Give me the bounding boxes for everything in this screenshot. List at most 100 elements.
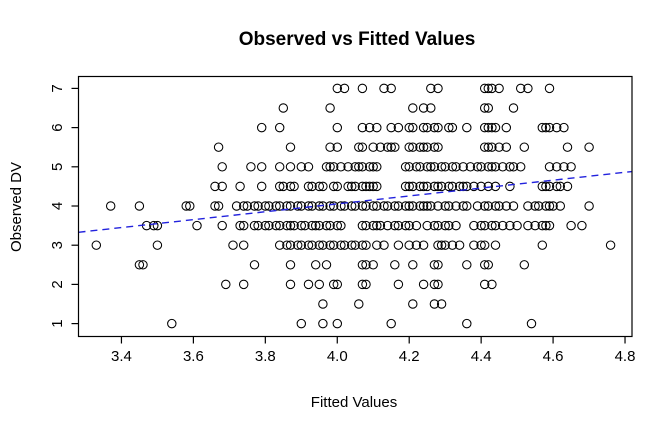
data-point bbox=[559, 162, 569, 172]
data-point bbox=[440, 201, 450, 211]
data-point bbox=[379, 83, 389, 94]
data-point bbox=[390, 220, 400, 231]
data-point bbox=[400, 220, 411, 231]
data-point bbox=[541, 201, 551, 211]
data-point bbox=[238, 279, 249, 290]
data-point bbox=[336, 162, 346, 172]
data-point bbox=[346, 201, 357, 211]
data-point bbox=[469, 220, 479, 231]
data-point bbox=[476, 220, 486, 231]
data-point bbox=[515, 162, 526, 172]
data-point bbox=[105, 201, 116, 211]
y-tick-label: 7 bbox=[49, 84, 66, 92]
data-point bbox=[238, 240, 249, 250]
data-point bbox=[393, 240, 404, 250]
data-point bbox=[357, 83, 368, 94]
data-point bbox=[444, 220, 454, 231]
data-point bbox=[246, 162, 256, 172]
data-point bbox=[213, 201, 224, 211]
data-point bbox=[404, 122, 414, 133]
data-point bbox=[541, 181, 551, 192]
data-point bbox=[256, 122, 267, 133]
data-point bbox=[433, 142, 443, 152]
data-point bbox=[310, 220, 321, 231]
data-point bbox=[404, 181, 414, 192]
data-point bbox=[210, 181, 220, 192]
data-point bbox=[274, 122, 285, 133]
data-point bbox=[465, 162, 476, 172]
data-point bbox=[221, 279, 231, 290]
data-point bbox=[285, 162, 296, 172]
data-point bbox=[584, 201, 594, 211]
y-tick-label: 6 bbox=[49, 123, 66, 131]
data-point bbox=[541, 220, 551, 231]
data-point bbox=[346, 240, 357, 250]
data-point bbox=[479, 220, 490, 231]
data-point bbox=[483, 260, 494, 270]
data-point bbox=[296, 220, 307, 231]
data-point bbox=[314, 181, 325, 192]
data-point bbox=[551, 181, 562, 192]
data-point bbox=[415, 201, 425, 211]
data-point bbox=[429, 181, 440, 192]
data-point bbox=[479, 142, 490, 152]
data-point bbox=[134, 201, 145, 211]
data-point bbox=[537, 122, 548, 133]
data-point bbox=[544, 181, 555, 192]
data-point bbox=[584, 142, 594, 152]
data-point bbox=[357, 279, 368, 290]
data-point bbox=[278, 181, 289, 192]
data-point bbox=[490, 122, 501, 133]
data-point bbox=[325, 240, 335, 250]
data-point bbox=[433, 240, 443, 250]
data-point bbox=[408, 142, 418, 152]
data-point bbox=[303, 240, 314, 250]
data-point bbox=[231, 201, 242, 211]
data-point bbox=[292, 240, 303, 250]
data-point bbox=[523, 220, 533, 231]
data-point bbox=[483, 201, 494, 211]
data-point bbox=[418, 181, 429, 192]
data-point bbox=[487, 142, 497, 152]
data-point bbox=[494, 83, 504, 94]
data-point bbox=[325, 162, 335, 172]
plot-area: 3.4 3.6 3.8 4.0 4.2 4.4 4.6 4.8 1 2 3 4 5 6 7 bbox=[49, 75, 635, 365]
data-point bbox=[386, 122, 396, 133]
data-point bbox=[404, 220, 414, 231]
data-point bbox=[314, 240, 325, 250]
data-point bbox=[404, 142, 414, 152]
data-point bbox=[318, 318, 328, 329]
data-point bbox=[354, 162, 364, 172]
data-point bbox=[487, 162, 497, 172]
data-point bbox=[418, 279, 429, 290]
data-point bbox=[494, 201, 504, 211]
data-point bbox=[436, 181, 447, 192]
data-point bbox=[422, 181, 432, 192]
data-point bbox=[357, 260, 368, 270]
data-point bbox=[354, 142, 364, 152]
data-point bbox=[433, 201, 443, 211]
data-point bbox=[346, 181, 357, 192]
data-point bbox=[400, 162, 411, 172]
data-point bbox=[379, 240, 389, 250]
data-point bbox=[426, 162, 436, 172]
x-tick-label: 4.2 bbox=[399, 348, 420, 365]
data-point bbox=[325, 103, 335, 113]
data-point bbox=[433, 260, 443, 270]
data-point bbox=[544, 122, 555, 133]
data-point bbox=[314, 220, 325, 231]
data-point bbox=[328, 181, 339, 192]
data-point bbox=[260, 220, 271, 231]
data-point bbox=[368, 260, 378, 270]
data-point bbox=[368, 181, 378, 192]
data-point bbox=[372, 201, 382, 211]
data-point bbox=[372, 122, 382, 133]
data-point bbox=[400, 181, 411, 192]
data-point bbox=[501, 142, 512, 152]
y-tick-label: 1 bbox=[49, 319, 66, 327]
data-point bbox=[541, 122, 551, 133]
data-point bbox=[530, 201, 540, 211]
data-point bbox=[303, 201, 314, 211]
data-point bbox=[274, 162, 285, 172]
